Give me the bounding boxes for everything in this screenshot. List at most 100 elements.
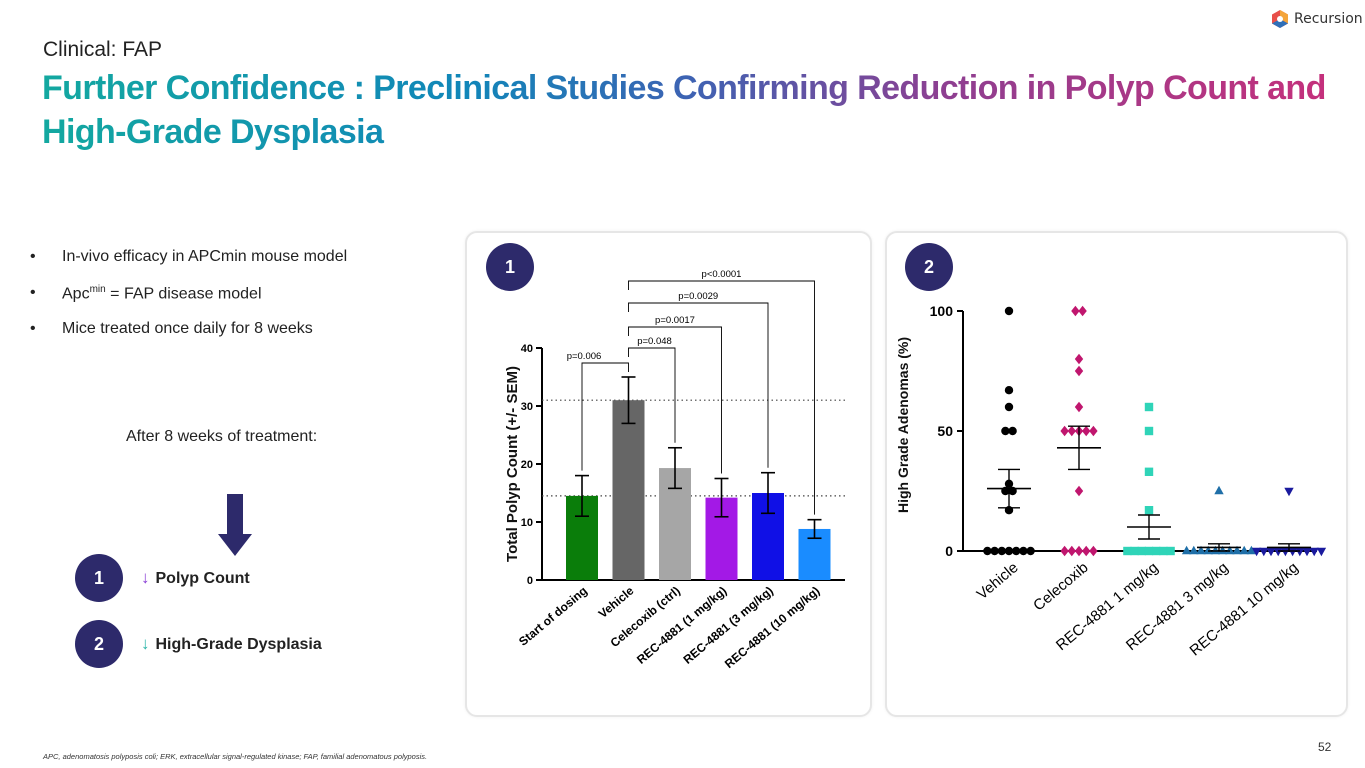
data-point — [1123, 546, 1132, 556]
y-tick-label: 10 — [521, 517, 533, 529]
significance-bracket — [628, 302, 769, 468]
data-point — [1001, 426, 1010, 436]
data-point — [1217, 545, 1228, 555]
down-arrow-icon: ↓ — [141, 634, 150, 653]
data-point — [1181, 545, 1192, 555]
dysplasia-panel: High Grade Adenomas (%) 0 50 100 Vehicle Cele… — [885, 231, 1348, 717]
data-point — [1012, 546, 1021, 556]
y-tick-label: 0 — [945, 543, 953, 559]
data-point — [1232, 545, 1242, 555]
x-tick-label: Celecoxib — [1030, 559, 1091, 614]
data-point — [1280, 547, 1291, 557]
data-point — [1089, 425, 1098, 437]
data-point — [1074, 545, 1084, 557]
data-point — [1082, 425, 1091, 437]
bullet-item: • In-vivo efficacy in APCmin mouse model — [30, 248, 348, 265]
outcome-polyp-count: 1 ↓ Polyp Count — [75, 554, 250, 602]
x-tick-label: Vehicle — [974, 559, 1022, 603]
chart2-badge: 2 — [905, 243, 953, 291]
data-point — [1284, 487, 1294, 497]
data-point — [1144, 506, 1154, 515]
data-point — [1067, 545, 1076, 557]
data-point — [1144, 467, 1154, 476]
outcome-label: Polyp Count — [155, 570, 250, 587]
data-point — [1089, 545, 1098, 557]
p-value-label: p<0.0001 — [702, 269, 742, 280]
data-point — [1074, 365, 1084, 377]
data-point — [1060, 425, 1069, 437]
significance-bracket — [628, 280, 815, 515]
significance-bracket — [581, 362, 629, 471]
x-tick-label: Vehicle — [596, 583, 637, 621]
p-value-label: p=0.048 — [637, 336, 672, 347]
data-point — [1130, 546, 1139, 556]
data-point — [990, 546, 999, 556]
data-point — [1144, 546, 1154, 556]
data-point — [1309, 547, 1319, 557]
bullet-list: • In-vivo efficacy in APCmin mouse model … — [30, 248, 347, 356]
polyp-count-panel: Total Polyp Count (+/- SEM) 0 10 20 30 40 Star… — [465, 231, 872, 717]
outcome-badge: 2 — [75, 620, 123, 668]
data-point — [1295, 547, 1305, 557]
hexagon-logo-icon — [1272, 10, 1288, 28]
polyp-count-chart: Total Polyp Count (+/- SEM) 0 10 20 30 40 Star… — [504, 269, 845, 671]
data-point — [1082, 545, 1091, 557]
data-point — [1225, 545, 1235, 555]
bullet-text: Apcmin = FAP disease model — [62, 284, 262, 303]
data-point — [1008, 426, 1017, 436]
data-point — [1287, 547, 1298, 557]
bullet-text: Mice treated once daily for 8 weeks — [62, 320, 313, 337]
data-point — [1266, 547, 1276, 557]
y-axis-label: High Grade Adenomas (%) — [895, 337, 911, 513]
y-tick-label: 30 — [521, 401, 533, 413]
data-point — [1074, 401, 1084, 413]
data-point — [1214, 485, 1224, 495]
data-point — [1004, 402, 1014, 412]
data-point — [1259, 547, 1269, 557]
data-point — [1246, 545, 1257, 555]
p-value-label: p=0.0017 — [655, 315, 695, 326]
data-point — [1026, 546, 1035, 556]
data-point — [1239, 545, 1249, 555]
data-point — [1004, 306, 1014, 316]
y-axis-label: Total Polyp Count (+/- SEM) — [504, 366, 521, 562]
data-point — [1074, 353, 1084, 365]
data-point — [1189, 545, 1199, 555]
page-number: 52 — [1318, 740, 1332, 754]
data-point — [1196, 545, 1206, 555]
data-point — [1144, 426, 1154, 436]
p-value-label: p=0.006 — [567, 351, 602, 362]
slide-title: Further Confidence : Preclinical Studies… — [42, 66, 1332, 154]
outcome-dysplasia: 2 ↓ High-Grade Dysplasia — [75, 620, 322, 668]
outcome-label: High-Grade Dysplasia — [155, 636, 322, 653]
section-label: Clinical: FAP — [43, 38, 163, 61]
data-point — [1071, 305, 1080, 317]
bar — [612, 400, 645, 580]
significance-bracket — [628, 326, 722, 474]
bullet-text: In-vivo efficacy in APCmin mouse model — [62, 248, 348, 265]
dysplasia-chart: High Grade Adenomas (%) 0 50 100 Vehicle Cele… — [895, 303, 1327, 659]
y-tick-label: 20 — [521, 459, 533, 471]
data-point — [1004, 546, 1014, 556]
bullet-item: • Apcmin = FAP disease model — [30, 284, 262, 303]
data-point — [1159, 546, 1168, 556]
outcome-badge: 1 — [75, 554, 123, 602]
data-point — [1152, 546, 1161, 556]
data-point — [1074, 485, 1084, 497]
data-point — [983, 546, 992, 556]
chart1-badge: 1 — [486, 243, 534, 291]
data-point — [1067, 425, 1076, 437]
data-point — [1273, 547, 1283, 557]
data-point — [997, 546, 1006, 556]
down-arrow-icon: ↓ — [141, 568, 150, 587]
data-point — [1060, 545, 1069, 557]
data-point — [1302, 547, 1312, 557]
data-point — [1316, 547, 1327, 557]
footnote: APC, adenomatosis polyposis coli; ERK, e… — [43, 752, 428, 761]
data-point — [1144, 402, 1154, 412]
data-point — [1019, 546, 1028, 556]
y-tick-label: 40 — [521, 343, 533, 355]
data-point — [1166, 546, 1175, 556]
after-treatment-text: After 8 weeks of treatment: — [126, 428, 318, 445]
y-tick-label: 0 — [527, 575, 533, 587]
